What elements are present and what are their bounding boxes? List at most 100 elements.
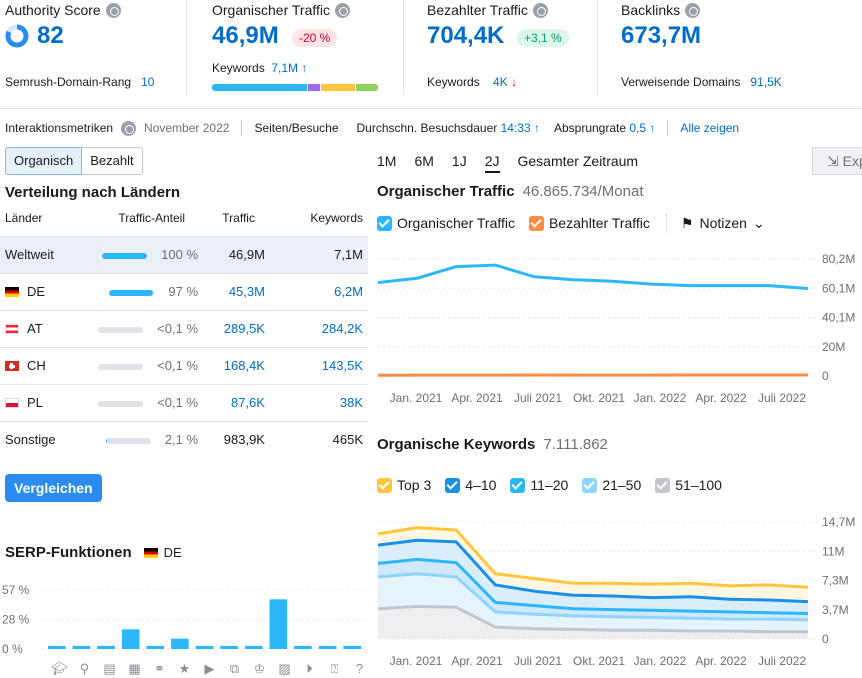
series-line-4[interactable]	[377, 604, 808, 634]
video-icon[interactable]: ▶	[204, 660, 215, 676]
share-value: 97 %	[168, 284, 199, 299]
referring-domains-value[interactable]: 91,5K	[750, 75, 782, 89]
legend-paid-traffic[interactable]: Bezahlter Traffic	[529, 215, 650, 231]
info-icon[interactable]	[335, 2, 351, 18]
tab-paid[interactable]: Bezahlt	[82, 147, 143, 175]
x-tick-label: Jan. 2022	[634, 654, 687, 668]
y-tick-label: 3,7M	[822, 603, 849, 617]
info-icon[interactable]	[121, 120, 137, 136]
checkbox-icon	[377, 477, 392, 493]
serp-bar[interactable]	[171, 638, 189, 649]
y-tick-label: 7,3M	[822, 574, 849, 588]
series-line-0[interactable]	[377, 526, 809, 589]
backlinks-value[interactable]: 673,7M	[621, 22, 702, 49]
compare-button[interactable]: Vergleichen	[5, 474, 102, 502]
serp-bar[interactable]	[318, 645, 337, 649]
legend-11-20[interactable]: 11–20	[510, 477, 568, 493]
traffic-value[interactable]: 289,5K	[203, 309, 295, 347]
faq-icon[interactable]: ⍰	[330, 660, 339, 676]
info-icon[interactable]	[685, 2, 701, 18]
organic-traffic-card: Organischer Traffic 46,9M -20 % Keywords…	[212, 0, 392, 105]
series-line-2[interactable]	[377, 557, 809, 615]
share-value: <0,1 %	[157, 321, 199, 336]
traffic-value[interactable]: 168,4K	[203, 346, 295, 384]
domain-rank-value[interactable]: 10	[141, 75, 155, 89]
image-pack-icon[interactable]: ▦	[128, 660, 141, 676]
period-6m[interactable]: 6M	[414, 153, 434, 169]
table-row[interactable]: Sonstige 2,1 % 983,9K 465K	[0, 420, 368, 458]
serp-title: SERP-Funktionen	[5, 544, 132, 561]
series-line-1[interactable]	[377, 538, 809, 604]
question-icon[interactable]: ?	[355, 661, 364, 676]
keywords-value[interactable]: 284,2K	[294, 309, 368, 347]
divider	[403, 0, 404, 95]
share-bar	[105, 437, 151, 444]
x-tick-label: Juli 2022	[758, 391, 806, 405]
period-all[interactable]: Gesamter Zeitraum	[517, 153, 639, 169]
paid-traffic-value[interactable]: 704,4K	[427, 22, 505, 49]
image-icon[interactable]: ▨	[278, 660, 291, 676]
country-name: CH	[27, 358, 46, 373]
play-circle-icon[interactable]: ⏵	[306, 660, 313, 676]
crown-icon[interactable]: ♔	[253, 660, 266, 676]
paid-traffic-change-badge: +3,1 %	[517, 29, 569, 47]
period-1m[interactable]: 1M	[377, 153, 397, 169]
notices-dropdown[interactable]: ⚑ Notizen ⌄	[681, 215, 765, 232]
series-line-0[interactable]	[377, 263, 809, 290]
referring-domains-label: Verweisende Domains	[621, 75, 741, 89]
organic-keywords-value[interactable]: 7,1M	[271, 61, 299, 75]
period-1j[interactable]: 1J	[451, 153, 467, 169]
table-row[interactable]: Weltweit 100 % 46,9M 7,1M	[0, 235, 368, 273]
period-2j[interactable]: 2J	[484, 153, 500, 173]
export-button[interactable]: ⇲ Expo	[812, 147, 862, 175]
visit-duration-trend: ↑	[533, 121, 540, 135]
info-icon[interactable]	[532, 2, 548, 18]
legend-4-10[interactable]: 4–10	[445, 477, 496, 493]
serp-bar[interactable]	[195, 645, 214, 649]
serp-bar[interactable]	[97, 645, 115, 649]
table-row[interactable]: DE 97 % 45,3M 6,2M	[0, 272, 368, 310]
traffic-chart-total: 46.865.734/Monat	[522, 183, 644, 200]
organic-traffic-value[interactable]: 46,9M	[212, 22, 279, 49]
serp-bar[interactable]	[244, 645, 263, 649]
bounce-rate-label: Absprungrate	[553, 121, 627, 135]
x-tick-label: Jan. 2022	[634, 391, 687, 405]
y-tick-label: 60,1M	[822, 281, 855, 295]
tab-organic[interactable]: Organisch	[5, 147, 83, 175]
legend-organic-traffic[interactable]: Organischer Traffic	[377, 215, 515, 231]
traffic-value[interactable]: 87,6K	[203, 383, 295, 421]
x-tick-label: Apr. 2022	[695, 391, 747, 405]
serp-bar[interactable]	[220, 645, 238, 649]
show-all-link[interactable]: Alle zeigen	[680, 121, 740, 135]
keywords-value[interactable]: 143,5K	[294, 346, 368, 384]
table-row[interactable]: PL <0,1 % 87,6K 38K	[0, 383, 368, 421]
location-pin-icon[interactable]: ⚲	[79, 660, 90, 676]
legend-51-100[interactable]: 51–100	[655, 477, 722, 493]
star-icon[interactable]: ★	[178, 660, 191, 676]
country-name: PL	[27, 395, 43, 410]
col-traffic: Traffic	[222, 210, 255, 225]
traffic-value[interactable]: 45,3M	[203, 272, 295, 310]
legend-21-50[interactable]: 21–50	[582, 477, 641, 493]
keywords-value[interactable]: 38K	[294, 383, 368, 421]
video-carousel-icon[interactable]: ⧉	[229, 660, 240, 676]
document-icon[interactable]: ▤	[103, 660, 116, 676]
serp-bar[interactable]	[294, 645, 312, 649]
link-icon[interactable]: ⚭	[154, 660, 165, 676]
serp-bar[interactable]	[48, 645, 66, 649]
graduation-cap-icon[interactable]: 🎓︎	[51, 660, 68, 676]
series-line-3[interactable]	[377, 572, 809, 622]
serp-bar[interactable]	[343, 645, 361, 649]
serp-bar[interactable]	[72, 645, 91, 649]
legend-top3[interactable]: Top 3	[377, 477, 431, 493]
info-icon[interactable]	[105, 2, 121, 18]
paid-keywords-label: Keywords	[427, 75, 480, 89]
table-row[interactable]: CH <0,1 % 168,4K 143,5K	[0, 346, 368, 384]
legend-label: 21–50	[602, 477, 642, 493]
serp-bar[interactable]	[269, 599, 288, 649]
serp-bar[interactable]	[121, 629, 140, 649]
paid-keywords-value[interactable]: 4K	[493, 75, 508, 89]
serp-bar[interactable]	[146, 645, 165, 649]
table-row[interactable]: AT <0,1 % 289,5K 284,2K	[0, 309, 368, 347]
keywords-value[interactable]: 6,2M	[294, 272, 368, 310]
